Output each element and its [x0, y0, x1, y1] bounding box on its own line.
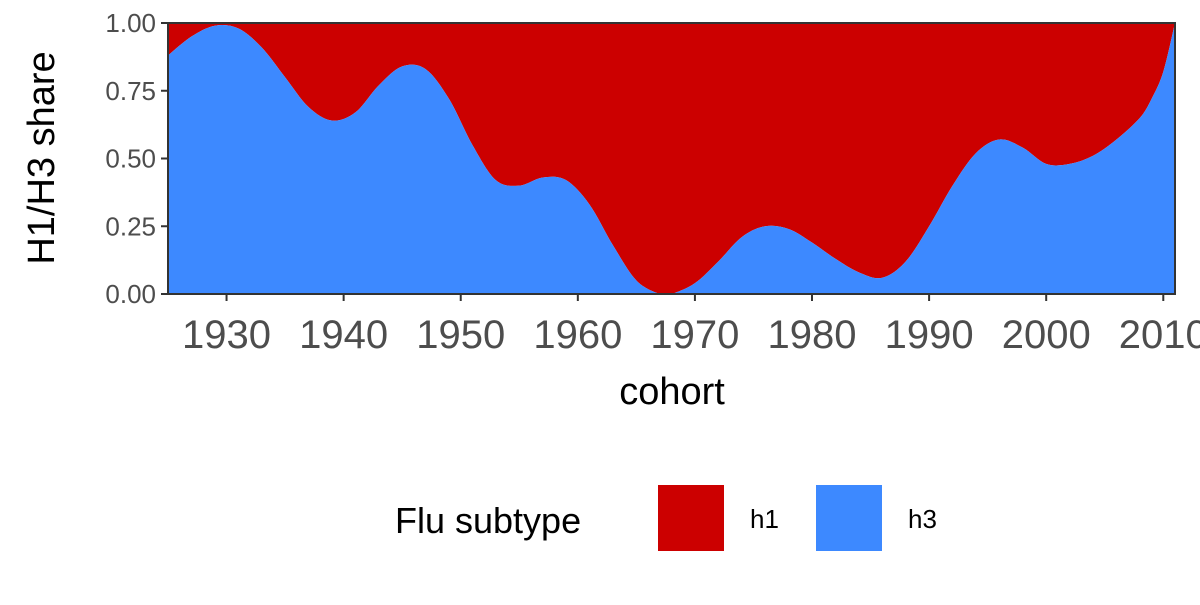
legend-swatch-h1: [658, 485, 724, 551]
legend-title: Flu subtype: [395, 500, 581, 541]
legend: Flu subtype h1 h3: [395, 485, 937, 551]
x-tick-label: 1950: [416, 313, 505, 357]
legend-swatch-h3: [816, 485, 882, 551]
x-axis-title: cohort: [619, 371, 725, 413]
x-tick-label: 1930: [182, 313, 271, 357]
x-tick-label: 1980: [768, 313, 857, 357]
plot-area: [168, 23, 1175, 294]
area-series-h1: [168, 23, 1175, 294]
y-tick-label: 0.50: [105, 144, 156, 174]
y-tick-label: 0.25: [105, 211, 156, 241]
x-tick-label: 1970: [650, 313, 739, 357]
y-axis-title: H1/H3 share: [21, 51, 63, 264]
y-tick-label: 0.75: [105, 76, 156, 106]
x-tick-label: 2000: [1002, 313, 1091, 357]
legend-label-h3: h3: [908, 504, 937, 534]
x-tick-label: 2010: [1119, 313, 1200, 357]
x-tick-label: 1990: [885, 313, 974, 357]
y-tick-label: 0.00: [105, 279, 156, 309]
x-tick-label: 1960: [533, 313, 622, 357]
y-tick-label: 1.00: [105, 8, 156, 38]
axes: 0.00 0.25 0.50 0.75 1.00 1930 1940 1950 1960 1970…: [105, 8, 1200, 357]
legend-label-h1: h1: [750, 504, 779, 534]
x-tick-label: 1940: [299, 313, 388, 357]
area-series-h3: [168, 23, 1175, 294]
